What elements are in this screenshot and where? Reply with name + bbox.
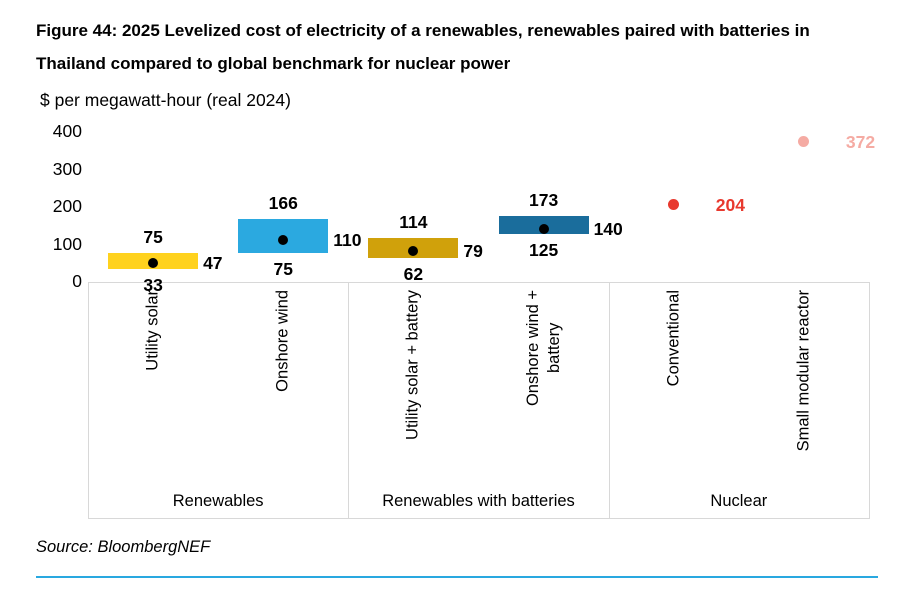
group-label: Renewables with batteries: [382, 492, 575, 510]
high-value-label: 75: [143, 226, 163, 247]
plot-area-frame: [88, 282, 870, 519]
mid-value-dot: [408, 246, 419, 257]
dot-value-label: 372: [845, 131, 876, 152]
mid-value-label: 47: [203, 253, 223, 274]
low-value-label: 75: [273, 258, 293, 279]
mid-value-label: 79: [463, 241, 483, 262]
dot-value-label: 204: [715, 194, 745, 215]
source-caption: Source: BloombergNEF: [36, 538, 211, 556]
low-value-label: 33: [143, 274, 163, 295]
low-value-label: 62: [403, 263, 424, 284]
mid-value-label: 110: [333, 229, 362, 250]
category-label: Conventional: [664, 290, 683, 387]
group-label: Nuclear: [710, 492, 768, 510]
high-value-label: 114: [399, 212, 428, 233]
category-label: Onshore wind: [273, 290, 292, 392]
high-value-label: 166: [268, 192, 298, 213]
category-label: Utility solar: [143, 290, 162, 371]
category-label: Onshore wind + battery: [523, 290, 563, 407]
group-label: Renewables: [172, 492, 264, 510]
value-dot: [668, 199, 680, 210]
value-dot: [798, 136, 810, 147]
y-axis-tick-label: 100: [52, 233, 82, 254]
mid-value-dot: [148, 258, 159, 269]
figure-title: Figure 44: 2025 Levelized cost of electr…: [36, 21, 810, 73]
mid-value-dot: [538, 223, 549, 234]
group-divider-line: [348, 282, 350, 519]
low-value-label: 125: [528, 240, 559, 261]
category-label: Small modular reactor: [794, 290, 813, 452]
high-value-label: 173: [528, 190, 559, 211]
y-axis-tick-label: 400: [52, 121, 82, 141]
mid-value-label: 140: [593, 218, 623, 239]
y-axis-tick-label: 200: [52, 196, 82, 216]
y-axis-tick-label: 0: [72, 271, 82, 291]
axis-unit-label: $ per megawatt-hour (real 2024): [40, 90, 291, 110]
group-divider-line: [608, 282, 610, 519]
mid-value-dot: [278, 234, 289, 245]
y-axis-tick-label: 300: [52, 158, 82, 179]
category-label: Utility solar + battery: [403, 290, 422, 440]
footer-accent-rule: [36, 576, 878, 578]
